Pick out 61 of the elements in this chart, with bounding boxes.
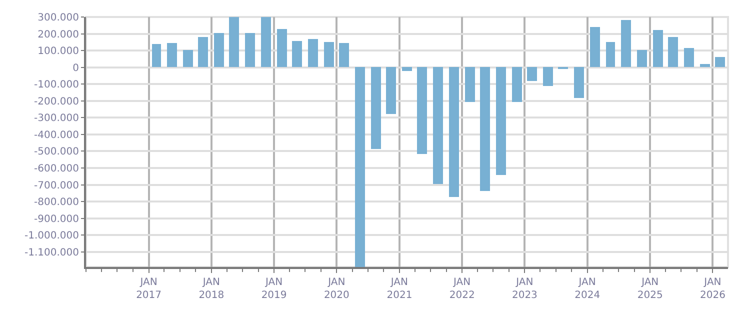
bar (480, 67, 490, 191)
bar (715, 57, 725, 67)
bar (637, 50, 647, 67)
y-tick-label: -300.000 (34, 113, 79, 124)
bar (402, 67, 412, 71)
bar (214, 33, 224, 67)
bar (324, 42, 334, 67)
x-tick-label: JAN 2026 (700, 277, 726, 301)
bar (152, 44, 161, 67)
bar (449, 67, 459, 197)
bar (543, 67, 553, 86)
bar (653, 30, 663, 67)
y-tick-label: -500.000 (34, 146, 79, 158)
bar (339, 43, 349, 67)
bar (433, 67, 443, 184)
x-tick-label: JAN 2023 (512, 277, 538, 301)
bar (574, 67, 584, 98)
bar (355, 67, 365, 267)
bar (167, 43, 177, 67)
x-tick-label: JAN 2020 (324, 277, 350, 301)
bar (261, 17, 271, 67)
bar (700, 64, 710, 67)
x-tick-label: JAN 2022 (449, 277, 475, 301)
bar (245, 33, 255, 67)
x-tick-label: JAN 2024 (574, 277, 600, 301)
y-tick-label: 300.000 (38, 12, 79, 24)
y-tick-label: 200.000 (38, 29, 79, 40)
bar (417, 67, 427, 154)
y-tick-label: -800.000 (34, 197, 79, 208)
bar (308, 39, 318, 67)
x-tick-label: JAN 2017 (136, 277, 162, 301)
bar (590, 27, 600, 67)
x-tick-label: JAN 2025 (637, 277, 663, 301)
y-tick-label: 0 (72, 62, 79, 74)
bar (606, 42, 615, 67)
bar (512, 67, 522, 102)
bar (229, 17, 239, 67)
bar (198, 37, 208, 67)
y-tick-label: -700.000 (34, 180, 79, 192)
bar (527, 67, 537, 81)
y-tick-label: -400.000 (34, 130, 79, 141)
bar (496, 67, 506, 175)
bar (371, 67, 381, 149)
bar (684, 48, 694, 67)
bar (668, 37, 678, 67)
x-tick-label: JAN 2018 (198, 277, 224, 301)
y-tick-label: -1.000.000 (24, 230, 79, 242)
y-tick-label: -100.000 (34, 80, 79, 91)
x-tick-label: JAN 2019 (261, 277, 287, 301)
bar (292, 41, 302, 67)
y-tick-label: -600.000 (34, 164, 79, 175)
y-tick-label: -200.000 (34, 96, 79, 108)
x-tick-label: JAN 2021 (386, 277, 412, 301)
bar (386, 67, 396, 114)
y-tick-label: -1.100.000 (24, 247, 79, 258)
y-tick-label: 100.000 (38, 46, 79, 58)
bar (465, 67, 475, 102)
bar (621, 20, 631, 67)
bar (183, 50, 193, 67)
y-tick-label: -900.000 (34, 214, 79, 225)
bar (277, 29, 287, 67)
